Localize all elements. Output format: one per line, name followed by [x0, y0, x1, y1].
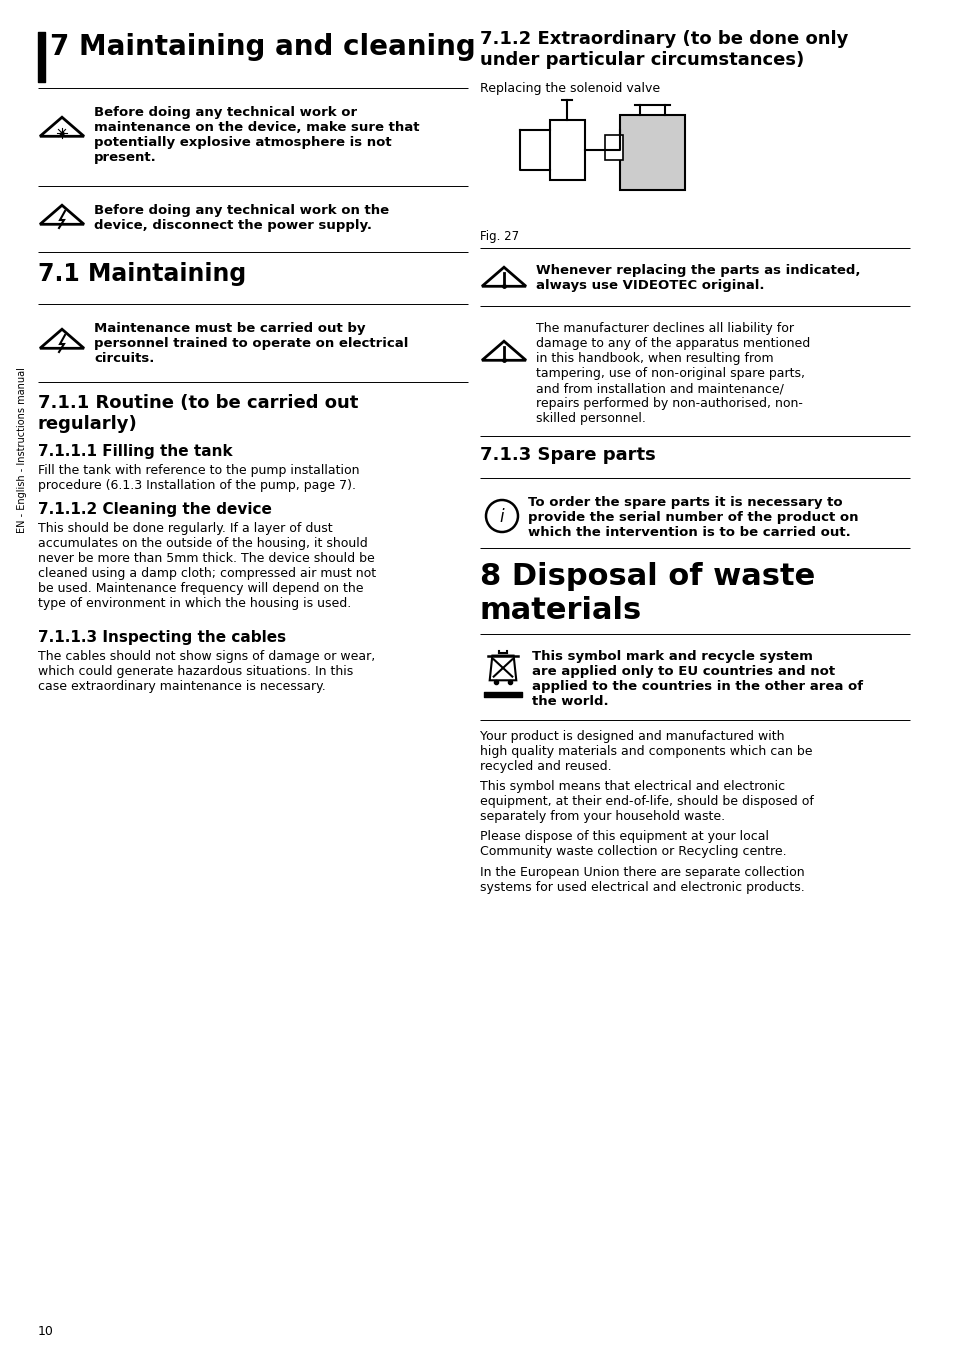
Text: This symbol mark and recycle system
are applied only to EU countries and not
app: This symbol mark and recycle system are …: [532, 650, 862, 708]
Text: 7.1.1.3 Inspecting the cables: 7.1.1.3 Inspecting the cables: [38, 630, 286, 645]
Text: Before doing any technical work or
maintenance on the device, make sure that
pot: Before doing any technical work or maint…: [94, 106, 419, 164]
FancyBboxPatch shape: [619, 115, 684, 190]
Text: This symbol means that electrical and electronic
equipment, at their end-of-life: This symbol means that electrical and el…: [479, 780, 813, 823]
Text: Fig. 27: Fig. 27: [479, 230, 518, 242]
Text: 7.1 Maintaining: 7.1 Maintaining: [38, 263, 246, 286]
Text: This should be done regularly. If a layer of dust
accumulates on the outside of : This should be done regularly. If a laye…: [38, 523, 375, 611]
Text: 7.1.3 Spare parts: 7.1.3 Spare parts: [479, 445, 655, 464]
Text: Before doing any technical work on the
device, disconnect the power supply.: Before doing any technical work on the d…: [94, 204, 389, 232]
Text: EN - English - Instructions manual: EN - English - Instructions manual: [17, 367, 27, 533]
Text: Please dispose of this equipment at your local
Community waste collection or Rec: Please dispose of this equipment at your…: [479, 830, 786, 858]
Text: 7.1.2 Extraordinary (to be done only
under particular circumstances): 7.1.2 Extraordinary (to be done only und…: [479, 30, 847, 69]
FancyBboxPatch shape: [604, 135, 622, 160]
Text: Whenever replacing the parts as indicated,
always use VIDEOTEC original.: Whenever replacing the parts as indicate…: [536, 264, 860, 292]
Text: 7.1.1 Routine (to be carried out
regularly): 7.1.1 Routine (to be carried out regular…: [38, 394, 358, 433]
Text: To order the spare parts it is necessary to
provide the serial number of the pro: To order the spare parts it is necessary…: [527, 496, 858, 539]
Text: The cables should not show signs of damage or wear,
which could generate hazardo: The cables should not show signs of dama…: [38, 650, 375, 693]
Text: 7 Maintaining and cleaning: 7 Maintaining and cleaning: [50, 32, 476, 61]
Text: Replacing the solenoid valve: Replacing the solenoid valve: [479, 83, 659, 95]
Text: In the European Union there are separate collection
systems for used electrical : In the European Union there are separate…: [479, 867, 804, 894]
Text: 8 Disposal of waste
materials: 8 Disposal of waste materials: [479, 562, 815, 624]
Text: Your product is designed and manufactured with
high quality materials and compon: Your product is designed and manufacture…: [479, 730, 812, 773]
Text: Fill the tank with reference to the pump installation
procedure (6.1.3 Installat: Fill the tank with reference to the pump…: [38, 464, 359, 492]
Text: Maintenance must be carried out by
personnel trained to operate on electrical
ci: Maintenance must be carried out by perso…: [94, 322, 408, 366]
Text: i: i: [499, 508, 504, 525]
Text: The manufacturer declines all liability for
damage to any of the apparatus menti: The manufacturer declines all liability …: [536, 322, 809, 425]
Text: 7.1.1.2 Cleaning the device: 7.1.1.2 Cleaning the device: [38, 502, 272, 517]
Text: 7.1.1.1 Filling the tank: 7.1.1.1 Filling the tank: [38, 444, 233, 459]
Text: 10: 10: [38, 1326, 53, 1338]
